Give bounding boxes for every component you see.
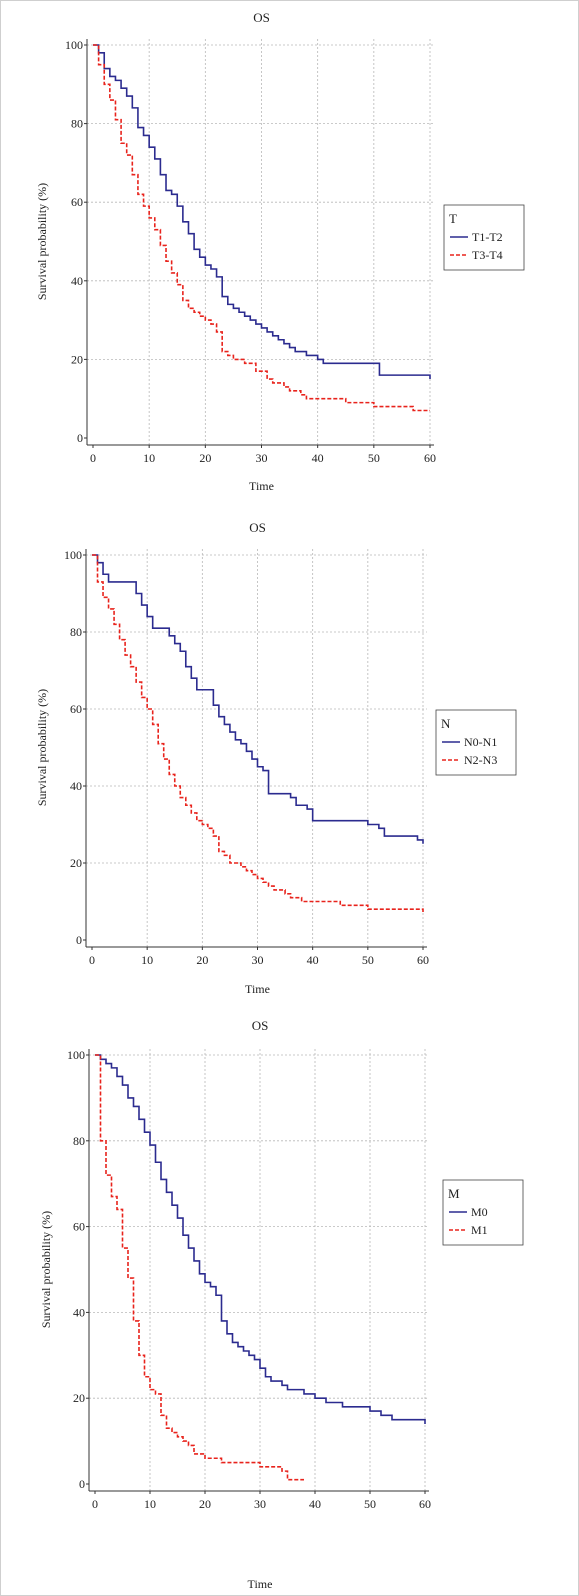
- x-tick-label: 30: [252, 953, 264, 967]
- x-tick-label: 10: [143, 451, 155, 465]
- legend-label: N0-N1: [464, 735, 497, 749]
- legend: M M0 M1: [442, 1179, 524, 1246]
- x-tick-label: 50: [362, 953, 374, 967]
- legend-label: M1: [471, 1223, 488, 1237]
- y-tick-label: 100: [67, 1048, 85, 1062]
- legend-label: M0: [471, 1205, 488, 1219]
- x-tick-label: 40: [307, 953, 319, 967]
- x-axis-label: Time: [245, 982, 270, 996]
- y-tick-label: 20: [70, 856, 82, 870]
- x-tick-label: 30: [254, 1497, 266, 1511]
- x-tick-label: 60: [419, 1497, 431, 1511]
- y-tick-label: 100: [65, 38, 83, 52]
- y-tick-label: 0: [77, 431, 83, 445]
- x-tick-label: 60: [417, 953, 429, 967]
- y-tick-label: 40: [73, 1305, 85, 1319]
- x-tick-label: 10: [141, 953, 153, 967]
- y-axis-label: Survival probability (%): [35, 183, 49, 300]
- series-line-T3-T4: [93, 44, 430, 412]
- x-tick-label: 40: [312, 451, 324, 465]
- y-tick-label: 80: [73, 1134, 85, 1148]
- x-tick-label: 40: [309, 1497, 321, 1511]
- x-tick-label: 0: [92, 1497, 98, 1511]
- y-tick-label: 60: [71, 195, 83, 209]
- x-tick-label: 50: [364, 1497, 376, 1511]
- series-line-N0-N1: [92, 554, 424, 844]
- series-line-T1-T2: [93, 44, 431, 380]
- x-tick-label: 30: [256, 451, 268, 465]
- series-line-M0: [95, 1054, 426, 1424]
- x-tick-label: 50: [368, 451, 380, 465]
- legend-title: N: [441, 716, 451, 731]
- y-tick-label: 20: [71, 352, 83, 366]
- y-tick-label: 60: [73, 1220, 85, 1234]
- chart-title: OS: [249, 520, 266, 535]
- legend-label: T3-T4: [472, 248, 503, 262]
- series-line-N2-N3: [92, 554, 424, 914]
- y-tick-label: 40: [71, 274, 83, 288]
- legend: T T1-T2 T3-T4: [443, 204, 525, 271]
- chart-3: OS 0 20 40 60 80 100 0 10 20 30 40 50 60 Time Survival …: [39, 1018, 524, 1591]
- chart-2: OS 0 20 40 60 80 100 0 10 20 30 40 50 60 Time Survival …: [35, 520, 517, 996]
- y-tick-label: 0: [76, 933, 82, 947]
- x-axis-label: Time: [249, 479, 274, 493]
- x-tick-label: 20: [199, 1497, 211, 1511]
- legend: N N0-N1 N2-N3: [435, 709, 517, 776]
- chart-title: OS: [252, 1018, 269, 1033]
- x-tick-label: 60: [424, 451, 436, 465]
- y-tick-label: 60: [70, 702, 82, 716]
- chart-title: OS: [253, 10, 270, 25]
- chart-1: OS 0 20 40 60 80 100 0 10 20 30 40 50 60 Time Survival …: [35, 10, 525, 493]
- x-axis-label: Time: [248, 1577, 273, 1591]
- y-tick-label: 80: [71, 117, 83, 131]
- x-tick-label: 20: [199, 451, 211, 465]
- x-tick-label: 20: [196, 953, 208, 967]
- legend-title: T: [449, 211, 457, 226]
- x-tick-label: 0: [90, 451, 96, 465]
- y-axis-label: Survival probability (%): [35, 689, 49, 806]
- legend-title: M: [448, 1186, 460, 1201]
- y-tick-label: 80: [70, 625, 82, 639]
- y-tick-label: 0: [79, 1477, 85, 1491]
- series-line-M1: [95, 1054, 304, 1481]
- x-tick-label: 10: [144, 1497, 156, 1511]
- y-tick-label: 40: [70, 779, 82, 793]
- y-tick-label: 100: [64, 548, 82, 562]
- x-tick-label: 0: [89, 953, 95, 967]
- legend-label: T1-T2: [472, 230, 503, 244]
- y-tick-label: 20: [73, 1391, 85, 1405]
- y-axis-label: Survival probability (%): [39, 1211, 53, 1328]
- legend-label: N2-N3: [464, 753, 497, 767]
